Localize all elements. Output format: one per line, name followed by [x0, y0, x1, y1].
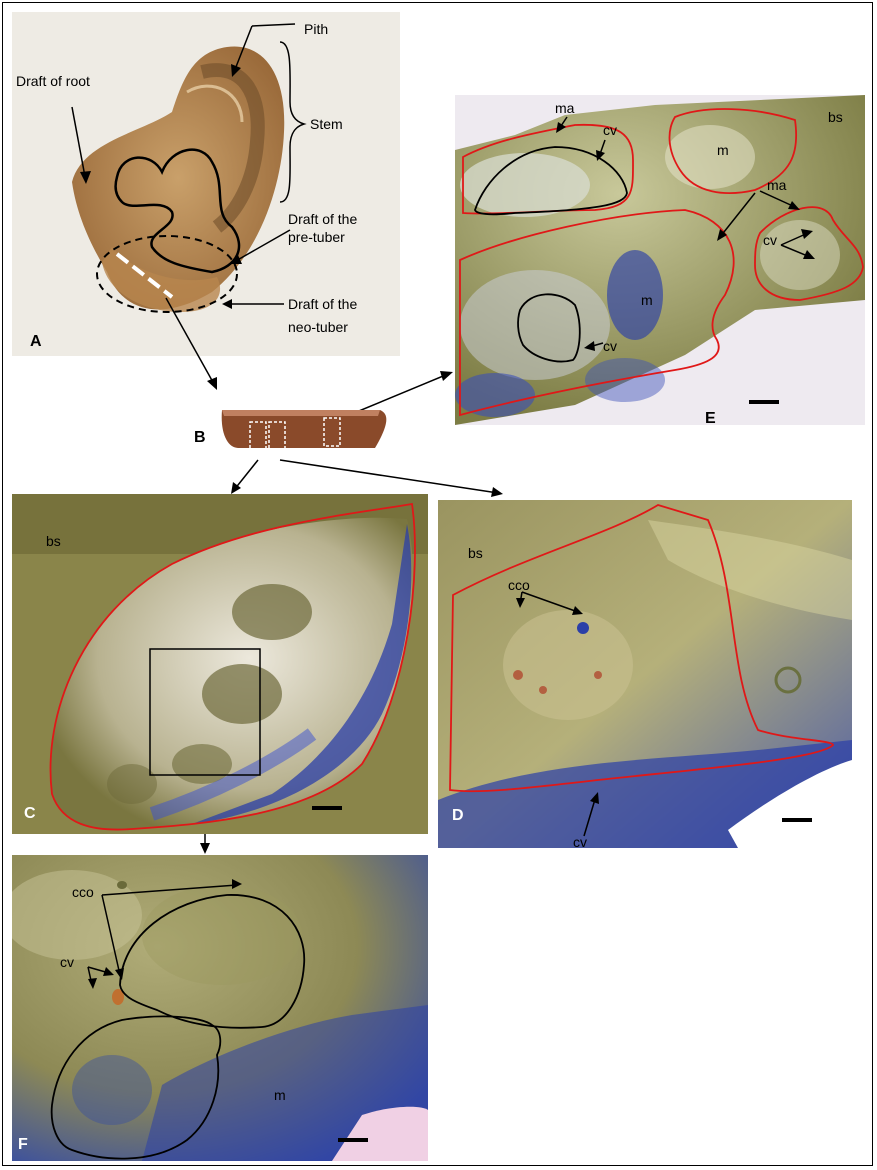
- panel-f-letter: F: [18, 1136, 28, 1153]
- panel-f: cco cv m F: [12, 855, 428, 1161]
- label-neo-tuber-line1: Draft of the: [288, 296, 357, 312]
- panel-d-cv: cv: [573, 834, 587, 848]
- panel-e-ma-right: ma: [767, 177, 787, 193]
- label-neo-tuber-line2: neo-tuber: [288, 319, 348, 335]
- panel-e-m-top: m: [717, 142, 729, 158]
- panel-c: bs C: [12, 494, 428, 834]
- panel-f-cv: cv: [60, 954, 74, 970]
- panel-f-m: m: [274, 1087, 286, 1103]
- panel-d: bs cco cv D: [438, 500, 852, 848]
- panel-d-cco: cco: [508, 577, 530, 593]
- label-pith: Pith: [304, 21, 328, 37]
- panel-d-bs: bs: [468, 545, 483, 561]
- panel-e: bs ma cv m ma cv m cv E: [455, 95, 865, 425]
- panel-c-bs: bs: [46, 533, 61, 549]
- panel-e-cv-right: cv: [763, 232, 777, 248]
- panel-e-ma-top: ma: [555, 100, 575, 116]
- label-pre-tuber-line2: pre-tuber: [288, 229, 345, 245]
- label-pre-tuber-line1: Draft of the: [288, 211, 357, 227]
- label-draft-of-root: Draft of root: [16, 73, 90, 89]
- label-stem: Stem: [310, 116, 343, 132]
- panel-e-cv-bottom: cv: [603, 338, 617, 354]
- panel-b-letter: B: [194, 429, 206, 446]
- panel-f-cco: cco: [72, 884, 94, 900]
- panel-b: B: [190, 400, 400, 462]
- panel-e-letter: E: [705, 410, 716, 425]
- panel-e-m-center: m: [641, 292, 653, 308]
- panel-d-letter: D: [452, 807, 464, 824]
- panel-c-letter: C: [24, 805, 36, 822]
- panel-e-bs: bs: [828, 109, 843, 125]
- panel-a: Pith Stem Draft of root Draft of the pre…: [12, 12, 400, 356]
- panel-a-letter: A: [30, 333, 42, 350]
- panel-e-cv-top: cv: [603, 122, 617, 138]
